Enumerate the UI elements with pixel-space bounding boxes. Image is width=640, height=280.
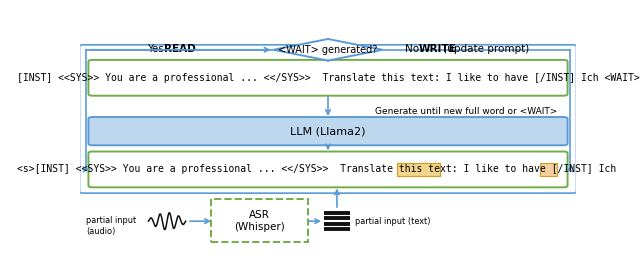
FancyBboxPatch shape: [397, 163, 440, 176]
FancyBboxPatch shape: [88, 60, 568, 96]
Text: [INST] <<SYS>> You are a professional ... <</SYS>>  Translate this text: I like : [INST] <<SYS>> You are a professional ..…: [17, 73, 639, 83]
FancyBboxPatch shape: [211, 199, 308, 242]
Text: <s>[INST] <<SYS>> You are a professional ... <</SYS>>  Translate this text: I li: <s>[INST] <<SYS>> You are a professional…: [17, 164, 639, 174]
FancyBboxPatch shape: [540, 163, 557, 176]
Text: READ: READ: [164, 44, 196, 54]
Text: LLM (Llama2): LLM (Llama2): [291, 126, 365, 136]
FancyBboxPatch shape: [88, 117, 568, 145]
Text: partial input (text): partial input (text): [355, 217, 430, 226]
Text: WRITE: WRITE: [419, 44, 456, 54]
FancyBboxPatch shape: [88, 151, 568, 187]
Polygon shape: [273, 39, 383, 60]
Text: partial input
(audio): partial input (audio): [86, 216, 136, 235]
Text: <WAIT> generated?: <WAIT> generated?: [278, 45, 378, 55]
Text: ASR
(Whisper): ASR (Whisper): [234, 210, 285, 232]
Text: Yes:: Yes:: [147, 44, 171, 54]
Text: Generate until new full word or <WAIT>: Generate until new full word or <WAIT>: [375, 107, 557, 116]
Text: No:: No:: [405, 44, 426, 54]
Text: (update prompt): (update prompt): [440, 44, 529, 54]
